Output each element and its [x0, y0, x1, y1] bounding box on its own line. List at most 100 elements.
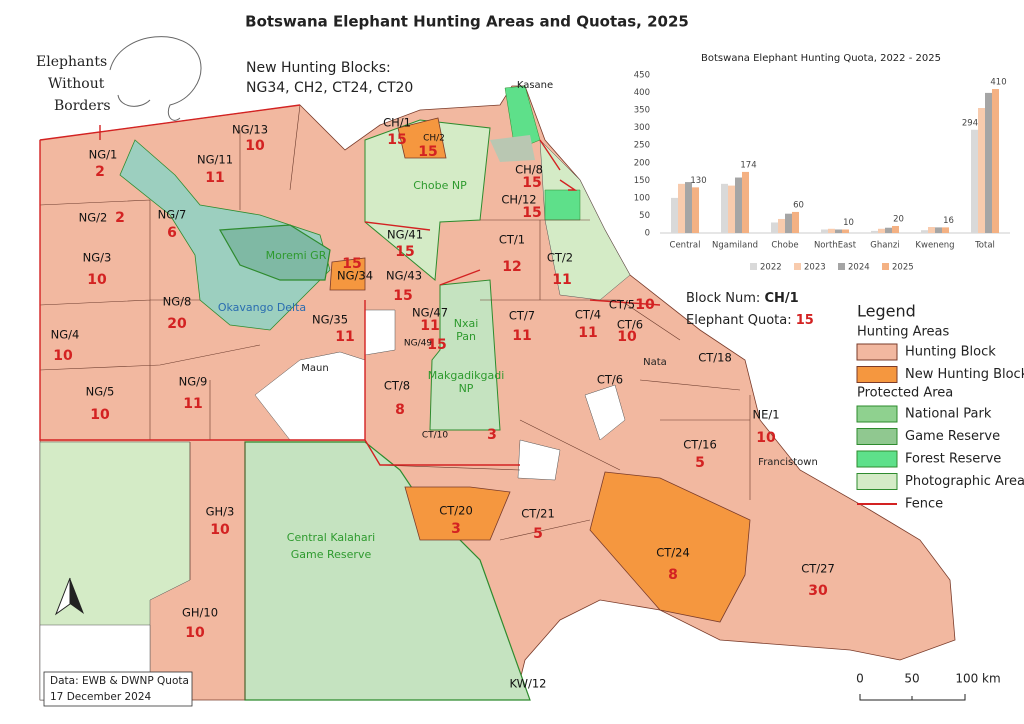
block-name: CT/24 — [656, 546, 690, 560]
block-name: NG/11 — [197, 153, 233, 167]
block-quota: 15 — [393, 288, 412, 304]
block-name: NG/8 — [163, 295, 192, 309]
block-quota: 10 — [245, 138, 265, 154]
block-name: NG/9 — [179, 375, 208, 389]
protected-label: Central Kalahari — [287, 531, 375, 544]
block-name: CH/2 — [423, 134, 445, 144]
value-label: 60 — [793, 200, 804, 210]
protected-label: Game Reserve — [291, 548, 372, 561]
protected-label: Chobe NP — [413, 179, 467, 192]
block-quota: 15 — [342, 256, 361, 272]
new-blocks-heading: New Hunting Blocks: — [246, 60, 391, 76]
block-quota: 5 — [533, 526, 543, 542]
legend-swatch — [856, 450, 898, 468]
block-quota: 5 — [695, 455, 705, 471]
legend-swatch — [856, 343, 898, 361]
block-quota: 10 — [756, 430, 776, 446]
x-tick-label: Ghanzi — [870, 241, 899, 251]
inset-chart: Botswana Elephant Hunting Quota, 2022 - … — [634, 53, 1010, 273]
block-name: NG/3 — [83, 251, 112, 265]
info-value: CH/1 — [764, 291, 798, 306]
bar — [971, 129, 978, 233]
legend-heading: Hunting Areas — [857, 325, 950, 340]
y-tick-label: 350 — [634, 106, 650, 116]
block-name: GH/10 — [182, 606, 218, 620]
block-quota: 20 — [167, 316, 187, 332]
block-name: NG/4 — [51, 328, 80, 342]
legend-label: New Hunting Block — [905, 367, 1024, 382]
block-quota: 11 — [512, 328, 531, 344]
bar — [771, 222, 778, 233]
value-label: 20 — [893, 214, 904, 224]
block-name: CT/7 — [509, 309, 535, 323]
bar — [835, 229, 842, 233]
block-name: CT/10 — [422, 431, 449, 441]
chart-title: Botswana Elephant Hunting Quota, 2022 - … — [701, 53, 941, 64]
block-name: NG/34 — [337, 269, 373, 283]
source-box — [43, 671, 193, 707]
info-block-label: Block Num: CH/1 — [686, 291, 799, 306]
bar — [671, 197, 678, 233]
bar — [692, 187, 699, 233]
legend-label: Hunting Block — [905, 345, 996, 360]
bar — [885, 227, 892, 233]
bar — [985, 92, 992, 233]
block-name: NG/41 — [387, 228, 423, 242]
legend-label: Forest Reserve — [905, 452, 1001, 467]
bar — [785, 213, 792, 233]
scale-label: 0 — [856, 672, 864, 686]
block-quota: 11 — [578, 325, 597, 341]
protected-label: Nxai — [454, 317, 479, 330]
y-tick-label: 150 — [634, 176, 650, 186]
source-text: Data: EWB & DWNP Quota — [50, 675, 189, 687]
bar — [892, 225, 899, 233]
legend-label: Game Reserve — [905, 429, 1000, 444]
pan — [490, 135, 535, 162]
block-quota: 15 — [427, 337, 446, 353]
block-name: NE/1 — [752, 408, 779, 422]
bar — [828, 228, 835, 233]
legend-label: 2023 — [804, 263, 826, 273]
legend-swatch — [856, 366, 898, 383]
source-text: 17 December 2024 — [50, 691, 152, 703]
block-name: CT/16 — [683, 438, 717, 452]
block-name: NG/43 — [386, 269, 422, 283]
logo-text: Elephants — [36, 54, 107, 70]
block-quota: 10 — [90, 407, 110, 423]
y-tick-label: 300 — [634, 123, 650, 133]
scale-label: 50 — [904, 672, 919, 686]
x-tick-label: NorthEast — [814, 241, 857, 251]
bar — [792, 211, 799, 233]
legend-swatch — [856, 405, 898, 423]
block-quota: 10 — [635, 297, 655, 313]
legend-label: 2025 — [892, 263, 914, 273]
block-name: CT/5 — [609, 298, 635, 312]
place-label: Francistown — [758, 457, 818, 468]
bar — [721, 183, 728, 233]
y-tick-label: 100 — [634, 193, 650, 203]
block-quota: 10 — [185, 625, 205, 641]
legend-swatch — [750, 263, 757, 270]
bar — [742, 171, 749, 233]
protected-label: Moremi GR — [266, 249, 327, 262]
block-name: CT/8 — [384, 379, 410, 393]
block-quota: 8 — [668, 567, 678, 583]
legend-swatch — [882, 263, 889, 270]
block-name: NG/1 — [89, 148, 118, 162]
bar — [942, 227, 949, 233]
y-tick-label: 200 — [634, 158, 650, 168]
legend-swatch — [794, 263, 801, 270]
block-quota: 6 — [167, 225, 177, 241]
y-tick-label: 50 — [639, 211, 650, 221]
logo-text: Without — [48, 76, 105, 92]
value-label: 10 — [843, 218, 854, 228]
legend-swatch — [856, 428, 898, 445]
y-tick-label: 400 — [634, 88, 650, 98]
block-name: NG/5 — [86, 385, 115, 399]
info-quota-label: Elephant Quota: 15 — [686, 313, 814, 328]
info-label: Block Num: — [686, 291, 760, 306]
blank-area — [584, 384, 626, 441]
legend-title: Legend — [857, 302, 916, 321]
fence — [39, 104, 661, 466]
